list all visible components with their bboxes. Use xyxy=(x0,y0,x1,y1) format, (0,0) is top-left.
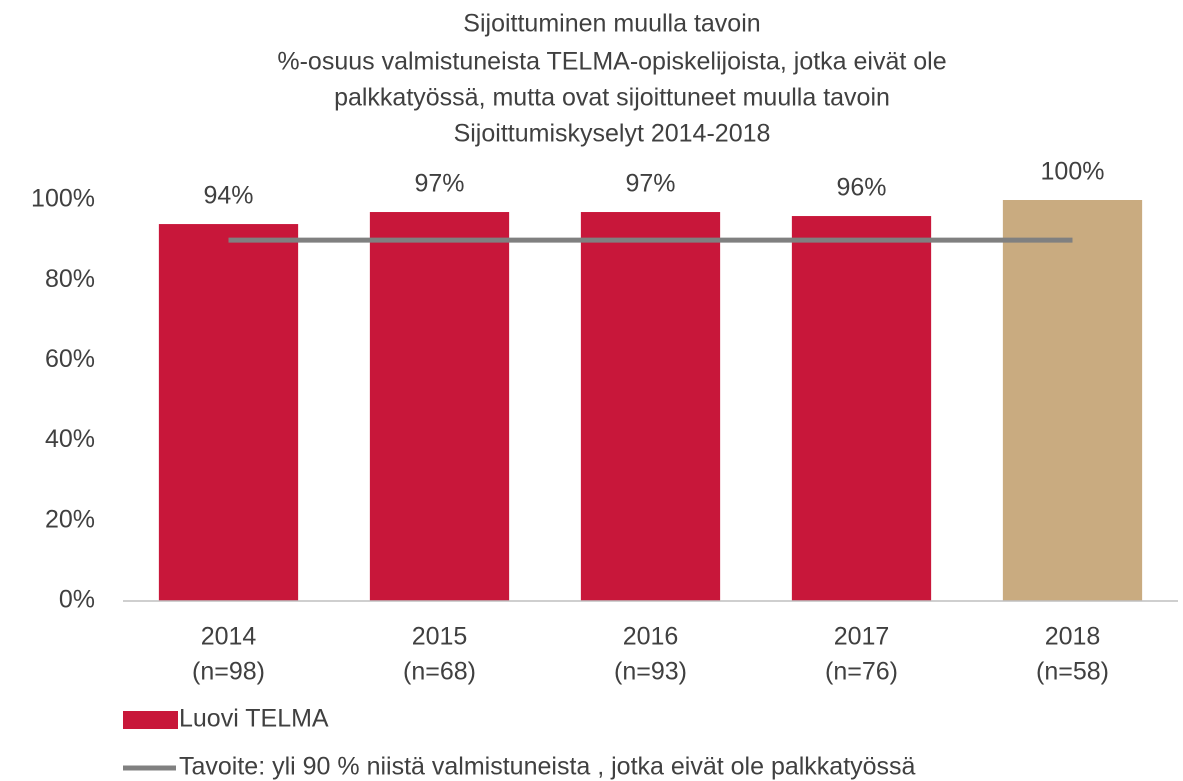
chart-title: %-osuus valmistuneista TELMA-opiskelijoi… xyxy=(277,48,946,76)
y-tick-label: 60% xyxy=(45,345,95,373)
y-tick-label: 40% xyxy=(45,425,95,453)
data-label: 97% xyxy=(414,170,464,198)
bar xyxy=(791,216,932,602)
data-label: 94% xyxy=(203,182,253,210)
x-tick-label: 2016 xyxy=(623,623,679,651)
y-tick-label: 100% xyxy=(31,185,95,213)
x-tick-label: 2018 xyxy=(1045,623,1101,651)
bar xyxy=(369,212,510,601)
x-tick-label: 2017 xyxy=(834,623,890,651)
chart-title: palkkatyössä, mutta ovat sijoittuneet mu… xyxy=(334,84,890,112)
bar xyxy=(1002,200,1143,601)
x-tick-label: 2015 xyxy=(412,623,468,651)
chart-title: Sijoittumiskyselyt 2014-2018 xyxy=(454,120,771,148)
bar xyxy=(580,212,721,601)
legend-label: Luovi TELMA xyxy=(179,705,329,733)
y-tick-label: 0% xyxy=(59,586,95,614)
chart-title: Sijoittuminen muulla tavoin xyxy=(463,10,760,38)
y-tick-label: 80% xyxy=(45,265,95,293)
x-tick-label: (n=98) xyxy=(192,658,265,686)
data-label: 97% xyxy=(625,170,675,198)
y-tick-label: 20% xyxy=(45,505,95,533)
x-tick-label: (n=76) xyxy=(825,658,898,686)
x-tick-label: (n=93) xyxy=(614,658,687,686)
legend-label: Tavoite: yli 90 % niistä valmistuneista … xyxy=(179,753,916,781)
data-label: 100% xyxy=(1041,158,1105,186)
legend-swatch xyxy=(123,711,178,729)
x-tick-label: (n=68) xyxy=(403,658,476,686)
data-label: 96% xyxy=(836,174,886,202)
bar xyxy=(158,224,299,601)
x-tick-label: (n=58) xyxy=(1036,658,1109,686)
x-tick-label: 2014 xyxy=(201,623,257,651)
